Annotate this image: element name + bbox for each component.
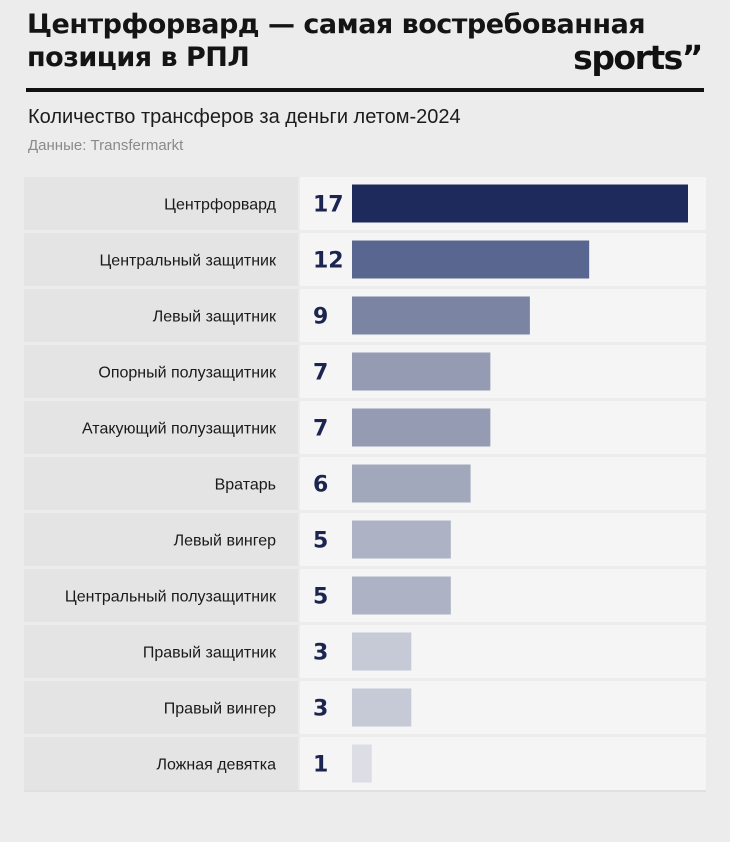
bar <box>352 632 412 671</box>
value-label: 12 <box>313 249 344 274</box>
sports-logo: sports” <box>573 38 703 77</box>
category-label: Опорный полузащитник <box>98 365 277 382</box>
value-label: 7 <box>313 417 328 442</box>
category-label: Центральный полузащитник <box>65 589 277 606</box>
value-label: 9 <box>313 305 328 330</box>
value-label: 7 <box>313 361 328 386</box>
value-label: 3 <box>313 697 328 722</box>
header-divider <box>26 88 704 92</box>
value-label: 3 <box>313 641 328 666</box>
category-label: Левый вингер <box>174 533 276 550</box>
row-label-bg <box>24 513 298 566</box>
bar <box>352 184 688 223</box>
chart-title: Центрфорвард — самая востребованная пози… <box>27 9 646 73</box>
category-label: Левый защитник <box>153 309 277 326</box>
category-label: Центрфорвард <box>164 197 277 214</box>
chart-bottom-edge <box>24 790 706 792</box>
value-label: 1 <box>313 753 328 778</box>
bar <box>352 520 451 559</box>
value-label: 5 <box>313 529 328 554</box>
row-label-bg <box>24 345 298 398</box>
value-label: 6 <box>313 473 328 498</box>
bar <box>352 296 530 335</box>
category-label: Правый защитник <box>143 645 277 662</box>
bar <box>352 688 412 727</box>
value-label: 5 <box>313 585 328 610</box>
row-label-bg <box>24 233 298 286</box>
category-label: Атакующий полузащитник <box>82 421 277 438</box>
row-label-bg <box>24 625 298 678</box>
category-label: Вратарь <box>215 477 276 494</box>
row-label-bg <box>24 737 298 790</box>
bar <box>352 240 590 279</box>
category-label: Ложная девятка <box>156 757 276 774</box>
row-label-bg <box>24 457 298 510</box>
bar <box>352 744 372 783</box>
chart-subtitle: Количество трансферов за деньги летом-20… <box>28 106 461 128</box>
row-label-bg <box>24 681 298 734</box>
row-label-bg <box>24 177 298 230</box>
bar <box>352 352 491 391</box>
category-label: Центральный защитник <box>99 253 277 270</box>
bar <box>352 464 471 503</box>
row-label-bg <box>24 401 298 454</box>
bar <box>352 408 491 447</box>
row-label-bg <box>24 569 298 622</box>
bar <box>352 576 451 615</box>
value-label: 17 <box>313 193 344 218</box>
category-label: Правый вингер <box>164 701 276 718</box>
data-source: Данные: Transfermarkt <box>28 137 184 154</box>
row-label-bg <box>24 289 298 342</box>
